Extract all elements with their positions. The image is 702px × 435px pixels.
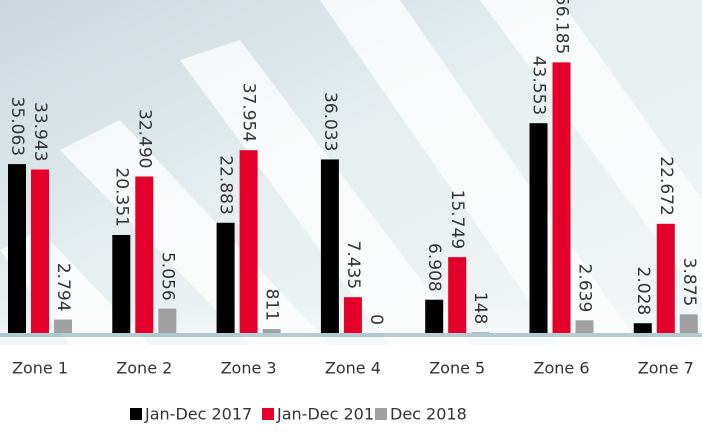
bar — [54, 319, 72, 333]
bar — [8, 164, 26, 333]
bar — [158, 308, 177, 333]
bar — [425, 299, 444, 333]
legend-label: Dec 2018 — [390, 405, 467, 424]
data-label: 36.033 — [320, 92, 340, 151]
data-label: 2.639 — [575, 264, 595, 313]
bar — [135, 176, 154, 333]
x-tick-label: Zone 4 — [325, 359, 381, 378]
bar — [679, 314, 698, 333]
bar — [529, 123, 548, 333]
bar — [575, 320, 594, 333]
bar — [633, 323, 652, 333]
data-label: 15.749 — [447, 190, 467, 249]
data-label: 32.490 — [134, 109, 154, 168]
legend-label: Jan-Dec 2017 — [144, 405, 252, 424]
bar — [216, 222, 235, 333]
baseline-band — [0, 333, 702, 337]
bar — [239, 150, 258, 333]
data-label: 22.883 — [216, 155, 236, 214]
data-label: 7.435 — [343, 241, 363, 290]
legend: Jan-Dec 2017 Jan-Dec 2018 Dec 2018 — [130, 405, 467, 424]
data-label: 3.875 — [679, 258, 699, 307]
data-label: 5.056 — [157, 252, 177, 301]
bar — [448, 257, 467, 333]
bar — [320, 159, 339, 333]
bar — [112, 234, 131, 333]
data-label: 43.553 — [529, 56, 549, 115]
legend-label: Jan-Dec 2018 — [276, 405, 384, 424]
data-label: 2.028 — [633, 267, 653, 316]
data-label: 0 — [366, 314, 386, 325]
data-label: 37.954 — [239, 83, 259, 142]
data-label: 811 — [262, 289, 282, 321]
data-label: 6.908 — [424, 243, 444, 292]
data-label: 20.351 — [111, 167, 131, 226]
bar — [31, 169, 49, 333]
data-label: 33.943 — [30, 102, 50, 161]
data-label: 148 — [470, 292, 490, 324]
x-tick-label: Zone 7 — [638, 359, 694, 378]
lower-background — [0, 345, 702, 435]
bar — [343, 297, 362, 333]
bar — [552, 62, 571, 334]
x-tick-label: Zone 2 — [116, 359, 172, 378]
x-tick-label: Zone 3 — [221, 359, 277, 378]
x-tick-label: Zone 5 — [429, 359, 485, 378]
bar — [471, 332, 490, 333]
data-label: 22.672 — [656, 156, 676, 215]
x-tick-label: Zone 1 — [12, 359, 68, 378]
data-label: 35.063 — [7, 97, 27, 156]
data-label: 2.794 — [53, 263, 73, 312]
legend-swatch — [262, 408, 274, 420]
legend-swatch — [130, 408, 142, 420]
bar — [262, 329, 281, 333]
data-label: 56.185 — [552, 0, 572, 54]
bar — [656, 223, 675, 333]
legend-swatch — [375, 408, 387, 420]
x-tick-label: Zone 6 — [534, 359, 590, 378]
plot: Zone 1 35.063 33.943 2.794 Zone 2 20.35132.49… — [7, 0, 699, 378]
